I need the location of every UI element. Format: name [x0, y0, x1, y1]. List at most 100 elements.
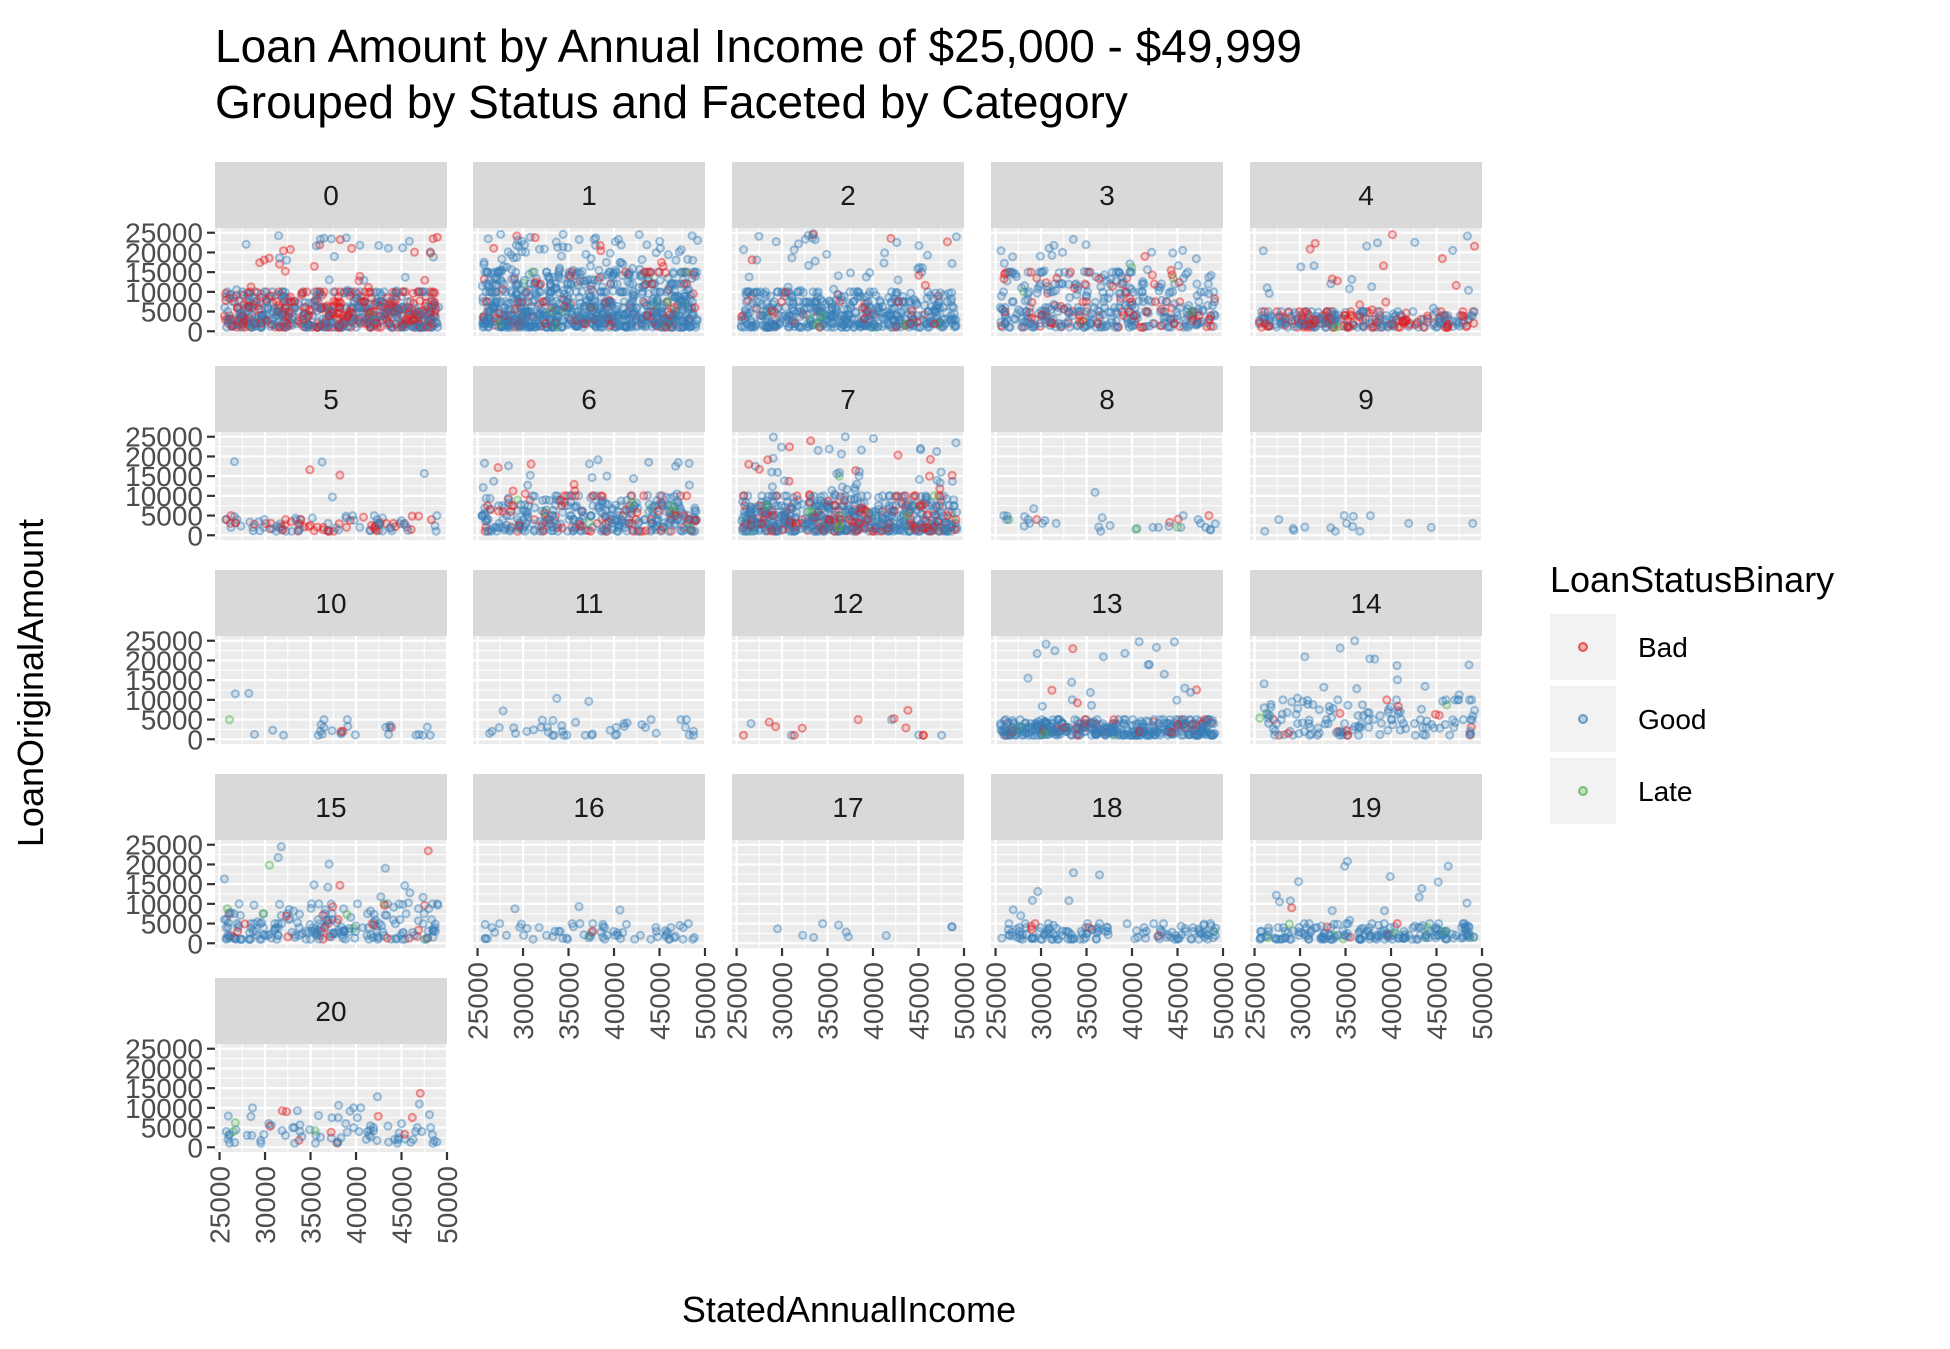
point-good: [740, 314, 750, 324]
point-bad: [1469, 318, 1479, 328]
point-good: [269, 303, 279, 313]
point-good: [301, 322, 312, 332]
point-good: [526, 321, 536, 331]
point-good: [300, 318, 310, 328]
point-good: [376, 297, 386, 307]
point-good: [571, 277, 582, 287]
point-good: [1155, 730, 1165, 740]
point-good: [543, 271, 553, 281]
point-good: [252, 301, 263, 311]
point-good: [1274, 514, 1284, 525]
point-good: [646, 715, 656, 725]
point-bad: [405, 316, 415, 326]
point-good: [513, 289, 523, 300]
point-bad: [235, 312, 245, 323]
point-good: [779, 476, 790, 486]
point-good: [585, 281, 596, 291]
point-good: [260, 310, 270, 320]
point-good: [291, 318, 301, 328]
point-good: [628, 294, 638, 304]
point-bad: [363, 318, 373, 328]
point-good: [567, 307, 577, 317]
point-good: [508, 314, 519, 324]
point-good: [534, 310, 544, 320]
point-good: [615, 257, 625, 268]
point-bad: [305, 465, 315, 475]
point-good: [1408, 307, 1418, 317]
point-good: [490, 298, 500, 308]
point-good: [372, 298, 382, 308]
point-good: [589, 319, 599, 329]
point-good: [799, 305, 809, 315]
point-good: [544, 272, 554, 282]
point-bad: [684, 514, 694, 525]
point-good: [520, 240, 530, 250]
point-good: [563, 320, 573, 330]
point-good: [564, 271, 574, 281]
point-good: [479, 310, 489, 321]
point-good: [582, 295, 592, 305]
point-good: [1025, 318, 1035, 328]
point-bad: [679, 279, 689, 289]
point-bad: [347, 243, 357, 254]
point-bad: [580, 318, 590, 329]
point-good: [646, 279, 657, 289]
point-bad: [250, 312, 260, 322]
point-good: [272, 310, 282, 321]
point-bad: [862, 514, 873, 525]
point-good: [258, 310, 268, 321]
point-good: [427, 322, 437, 332]
point-bad: [237, 322, 247, 332]
point-good: [604, 313, 615, 323]
point-good: [339, 319, 349, 330]
point-good: [754, 231, 764, 241]
point-bad: [267, 298, 278, 308]
point-good: [545, 279, 555, 289]
point-good: [547, 322, 557, 332]
point-good: [229, 512, 239, 522]
point-good: [1075, 726, 1085, 737]
point-good: [366, 320, 376, 330]
point-bad: [372, 300, 382, 310]
point-bad: [370, 299, 380, 309]
point-bad: [245, 322, 255, 332]
point-good: [631, 303, 642, 313]
point-good: [487, 268, 497, 278]
point-good: [662, 318, 672, 328]
point-bad: [1026, 267, 1036, 277]
point-late: [593, 311, 603, 321]
point-good: [229, 319, 239, 329]
point-bad: [478, 312, 488, 322]
point-good: [393, 305, 403, 315]
point-good: [426, 322, 436, 332]
point-bad: [412, 310, 422, 321]
point-bad: [924, 471, 935, 481]
point-bad: [299, 302, 309, 312]
point-good: [544, 289, 555, 299]
point-good: [655, 236, 665, 246]
point-good: [489, 303, 500, 313]
point-bad: [577, 319, 587, 329]
point-good: [499, 314, 509, 324]
point-late: [644, 273, 654, 283]
point-bad: [431, 304, 441, 314]
point-good: [431, 312, 441, 322]
point-good: [624, 267, 635, 277]
point-bad: [343, 310, 353, 320]
point-bad: [631, 310, 641, 321]
point-good: [666, 322, 676, 332]
point-good: [227, 320, 237, 331]
point-good: [685, 294, 695, 304]
point-bad: [366, 307, 376, 317]
point-good: [866, 322, 877, 332]
point-good: [342, 322, 353, 332]
point-good: [483, 267, 493, 277]
point-good: [678, 322, 688, 332]
point-good: [1137, 279, 1147, 289]
point-good: [412, 321, 422, 331]
point-good: [394, 305, 404, 315]
point-bad: [383, 304, 393, 314]
point-good: [611, 322, 622, 332]
point-good: [425, 247, 435, 257]
point-good: [1002, 514, 1012, 525]
